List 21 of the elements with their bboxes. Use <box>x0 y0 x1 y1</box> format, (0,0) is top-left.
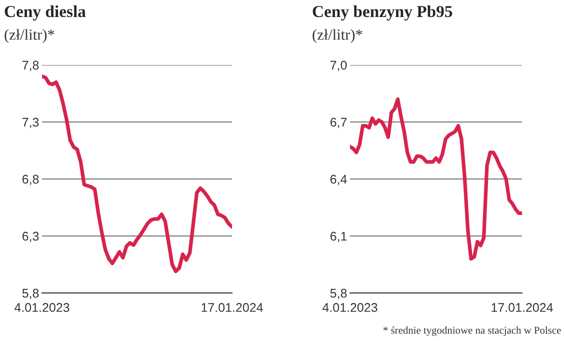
x-tick-label: 17.01.2024 <box>202 303 263 312</box>
chart-title: Ceny benzyny Pb95 <box>312 5 452 21</box>
x-tick-label: 17.01.2024 <box>492 303 553 312</box>
y-tick-label: 7,3 <box>22 118 39 128</box>
y-tick-label: 6,3 <box>22 232 39 242</box>
y-tick-label: 5,8 <box>330 288 347 300</box>
y-tick-label: 6,4 <box>330 174 347 186</box>
chart-subtitle: (zł/litr)* <box>312 29 362 43</box>
x-tick-label: 4.01.2023 <box>14 303 70 312</box>
y-tick-label: 6,8 <box>22 174 39 186</box>
y-tick-label: 5,8 <box>22 288 39 300</box>
y-tick-label: 7,8 <box>22 60 39 72</box>
chart-title: Ceny diesla <box>4 5 86 21</box>
line-series <box>42 74 232 274</box>
y-tick-label: 6,1 <box>330 232 347 242</box>
text: * średnie tygodniowe na stacjach w Polsce <box>383 326 561 336</box>
y-tick-label: 7,0 <box>330 60 347 72</box>
line-series <box>350 97 522 261</box>
chart-subtitle: (zł/litr)* <box>4 29 54 43</box>
x-tick-label: 4.01.2023 <box>322 303 378 312</box>
y-tick-label: 6,7 <box>330 118 347 128</box>
